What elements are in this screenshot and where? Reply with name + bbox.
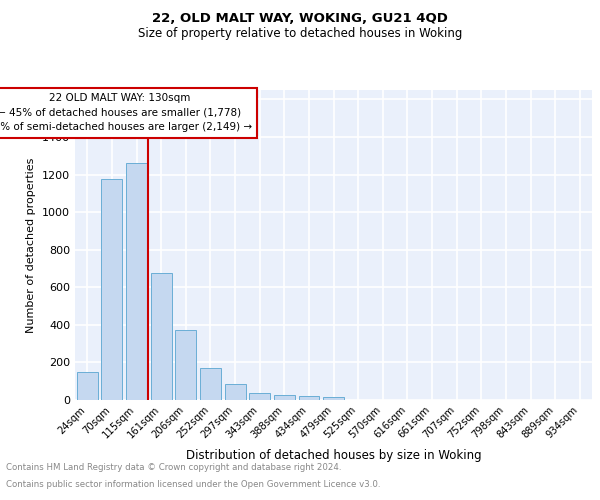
Bar <box>175 330 196 400</box>
Bar <box>101 179 122 400</box>
Y-axis label: Number of detached properties: Number of detached properties <box>26 158 37 332</box>
Bar <box>299 396 319 400</box>
Text: 22, OLD MALT WAY, WOKING, GU21 4QD: 22, OLD MALT WAY, WOKING, GU21 4QD <box>152 12 448 26</box>
Bar <box>274 396 295 400</box>
Bar <box>200 368 221 400</box>
Bar <box>126 164 147 400</box>
Text: 22 OLD MALT WAY: 130sqm
← 45% of detached houses are smaller (1,778)
55% of semi: 22 OLD MALT WAY: 130sqm ← 45% of detache… <box>0 92 252 132</box>
X-axis label: Distribution of detached houses by size in Woking: Distribution of detached houses by size … <box>186 449 481 462</box>
Text: Contains public sector information licensed under the Open Government Licence v3: Contains public sector information licen… <box>6 480 380 489</box>
Bar <box>151 273 172 400</box>
Bar <box>77 372 98 400</box>
Bar <box>323 397 344 400</box>
Bar <box>224 384 245 400</box>
Text: Size of property relative to detached houses in Woking: Size of property relative to detached ho… <box>138 28 462 40</box>
Bar <box>249 394 270 400</box>
Text: Contains HM Land Registry data © Crown copyright and database right 2024.: Contains HM Land Registry data © Crown c… <box>6 462 341 471</box>
